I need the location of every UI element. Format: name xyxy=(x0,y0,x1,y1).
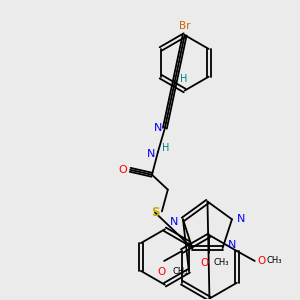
Text: CH₃: CH₃ xyxy=(213,258,229,267)
Text: H: H xyxy=(180,74,187,84)
Text: N: N xyxy=(154,123,162,133)
Text: H: H xyxy=(162,143,169,153)
Text: N: N xyxy=(169,217,178,227)
Text: Br: Br xyxy=(179,21,190,31)
Text: CH₃: CH₃ xyxy=(172,267,188,276)
Text: N: N xyxy=(147,149,155,159)
Text: O: O xyxy=(258,256,266,266)
Text: O: O xyxy=(157,267,165,277)
Text: O: O xyxy=(118,165,127,175)
Text: S: S xyxy=(151,206,159,219)
Text: CH₃: CH₃ xyxy=(267,256,282,266)
Text: N: N xyxy=(228,240,236,250)
Text: O: O xyxy=(200,258,208,268)
Text: N: N xyxy=(237,214,245,224)
